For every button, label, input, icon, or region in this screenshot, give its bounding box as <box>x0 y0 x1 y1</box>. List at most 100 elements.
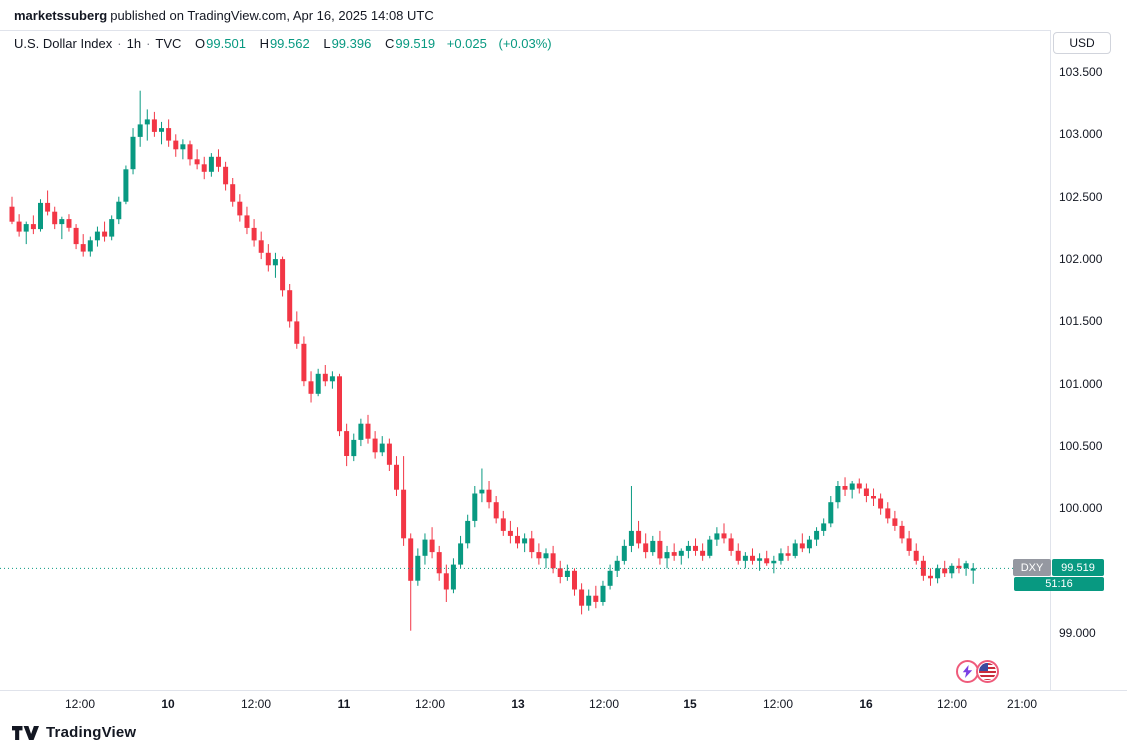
low-readout: L99.396 <box>323 36 371 51</box>
candle <box>821 518 827 536</box>
candle <box>735 543 741 565</box>
change-percent: (+0.03%) <box>498 36 552 51</box>
candle <box>201 156 207 180</box>
change-value: +0.025 <box>446 36 487 51</box>
candle <box>401 456 407 546</box>
candle <box>386 438 392 471</box>
candle <box>472 486 478 528</box>
candle <box>351 433 357 462</box>
candle <box>365 414 371 444</box>
symbol-title[interactable]: U.S. Dollar Index <box>14 36 113 51</box>
candle <box>935 564 941 584</box>
last-price-chip: 99.519 <box>1052 559 1104 576</box>
price-tick-label: 103.500 <box>1059 65 1103 79</box>
candle <box>771 555 777 574</box>
candle <box>572 568 577 596</box>
candle <box>429 527 435 559</box>
candle <box>814 527 820 546</box>
candle <box>66 214 72 232</box>
candle <box>408 533 414 631</box>
symbol-chip: DXY <box>1013 559 1051 576</box>
candle <box>536 543 542 565</box>
candle <box>379 436 385 457</box>
candle <box>607 564 613 590</box>
close-value: 99.519 <box>395 36 436 51</box>
candle <box>52 206 58 230</box>
candle <box>358 418 364 447</box>
candle <box>116 196 122 225</box>
candle <box>885 502 891 524</box>
interval-label[interactable]: 1h <box>126 36 142 51</box>
event-markers <box>956 660 999 683</box>
bar-countdown-chip: 51:16 <box>1014 577 1104 591</box>
candle <box>543 548 549 569</box>
candle <box>550 545 556 574</box>
candle <box>764 550 770 566</box>
time-tick-label: 21:00 <box>1006 697 1038 711</box>
candle <box>892 510 898 531</box>
candle <box>208 153 214 177</box>
attribution-text: published on TradingView.com, Apr 16, 20… <box>110 7 434 23</box>
candle <box>806 535 812 554</box>
candle <box>707 535 713 559</box>
candlestick-chart[interactable] <box>0 30 1050 690</box>
candle <box>664 545 670 569</box>
candle <box>294 311 300 349</box>
candle <box>878 493 884 515</box>
candle <box>123 165 129 205</box>
price-axis-separator <box>1050 30 1051 690</box>
high-readout: H99.562 <box>260 36 310 51</box>
candle <box>500 510 506 536</box>
candle <box>507 520 513 544</box>
candle <box>714 527 720 546</box>
attribution-bar: marketssuberg published on TradingView.c… <box>0 0 1127 30</box>
candle <box>913 543 919 565</box>
candle <box>287 284 293 328</box>
time-tick-day-label: 13 <box>511 697 525 711</box>
candle <box>173 134 179 157</box>
candle <box>678 548 684 565</box>
price-tick-label: 101.500 <box>1059 314 1103 329</box>
candle <box>493 496 499 524</box>
legend-separator: · <box>117 36 122 51</box>
candle <box>785 545 791 561</box>
chart-legend[interactable]: U.S. Dollar Index · 1h · TVC O99.501 H99.562… <box>14 36 552 51</box>
candle <box>251 219 257 247</box>
candle <box>856 478 862 494</box>
price-scale[interactable]: 103.500 103.000 102.500 102.000 101.500 101.0… <box>1051 30 1127 690</box>
time-tick-label: 12:00 <box>414 697 446 711</box>
candle <box>102 221 108 242</box>
candle <box>593 585 599 609</box>
time-tick-label: 12:00 <box>64 697 96 711</box>
candle <box>180 139 186 160</box>
us-flag-icon[interactable] <box>976 660 999 683</box>
candle <box>144 109 150 141</box>
candle <box>650 535 656 556</box>
candle <box>750 548 755 565</box>
exchange-label[interactable]: TVC <box>155 36 182 51</box>
candle <box>159 121 164 145</box>
candle <box>187 140 193 166</box>
candle <box>465 514 471 549</box>
candle <box>828 496 834 528</box>
candle <box>949 563 955 579</box>
candle <box>151 111 157 137</box>
candle <box>721 523 727 544</box>
candle <box>265 244 271 272</box>
brand-wordmark[interactable]: TradingView <box>46 724 137 741</box>
price-tick-label: 100.000 <box>1059 501 1103 516</box>
candle <box>344 423 350 467</box>
time-scale[interactable]: 12:00 10 12:00 11 12:00 13 12:00 15 12:00 16 12:00… <box>0 691 1127 717</box>
open-label: O <box>195 36 206 51</box>
tradingview-logo-icon[interactable] <box>12 725 39 741</box>
candle <box>301 336 307 387</box>
currency-toggle-button[interactable]: USD <box>1053 32 1111 54</box>
candle <box>586 589 592 611</box>
attribution-username[interactable]: marketssuberg <box>14 7 108 23</box>
low-value: 99.396 <box>331 36 372 51</box>
candle <box>963 560 969 576</box>
candle <box>600 580 606 606</box>
candle <box>87 236 93 257</box>
candle <box>137 90 143 147</box>
candle <box>59 216 65 240</box>
